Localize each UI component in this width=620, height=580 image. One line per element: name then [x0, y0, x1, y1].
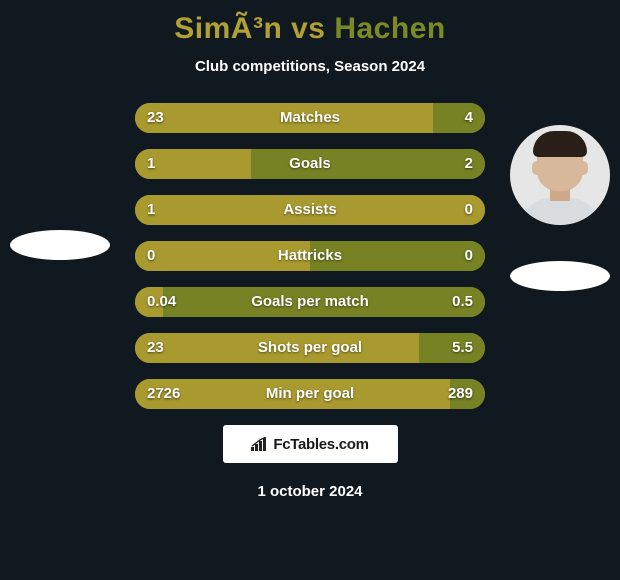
- stat-bar-left: [135, 149, 251, 179]
- date-label: 1 october 2024: [0, 483, 620, 500]
- stat-bar-right: [450, 379, 485, 409]
- stat-bar-right: [310, 241, 485, 271]
- stat-bar-left: [135, 241, 310, 271]
- stats-rows: 234Matches 12Goals 10Assists 00Hattricks 0.0…: [135, 103, 485, 409]
- stat-bar-right: [433, 103, 486, 133]
- stat-bar-left: [135, 333, 419, 363]
- stat-row: 2726289Min per goal: [135, 379, 485, 409]
- player1-column: [10, 110, 110, 260]
- stat-bar-left: [135, 379, 450, 409]
- player2-club-badge: [510, 261, 610, 291]
- title-player1: SimÃ³n: [174, 12, 282, 45]
- stat-row: 10Assists: [135, 195, 485, 225]
- stat-bar-left: [135, 195, 485, 225]
- fctables-logo: FcTables.com: [223, 425, 398, 463]
- stat-row: 0.040.5Goals per match: [135, 287, 485, 317]
- page-title: SimÃ³n vs Hachen: [0, 12, 620, 46]
- stat-row: 235.5Shots per goal: [135, 333, 485, 363]
- stat-bar-left: [135, 103, 433, 133]
- player2-avatar: [510, 125, 610, 225]
- fctables-logo-text: FcTables.com: [273, 436, 368, 453]
- stat-row: 00Hattricks: [135, 241, 485, 271]
- fctables-icon: [251, 437, 269, 451]
- avatar-shirt: [515, 197, 605, 225]
- title-player2: Hachen: [334, 12, 445, 45]
- stat-bar-right: [419, 333, 486, 363]
- avatar-hair: [533, 131, 587, 157]
- subtitle: Club competitions, Season 2024: [0, 58, 620, 75]
- stat-bar-right: [163, 287, 485, 317]
- stat-bar-right: [251, 149, 486, 179]
- stat-bar-left: [135, 287, 163, 317]
- player1-avatar: [10, 110, 110, 210]
- title-vs: vs: [282, 12, 334, 45]
- player1-club-badge: [10, 230, 110, 260]
- stat-row: 12Goals: [135, 149, 485, 179]
- comparison-card: SimÃ³n vs Hachen Club competitions, Seas…: [0, 0, 620, 580]
- stat-row: 234Matches: [135, 103, 485, 133]
- player2-column: [510, 125, 610, 291]
